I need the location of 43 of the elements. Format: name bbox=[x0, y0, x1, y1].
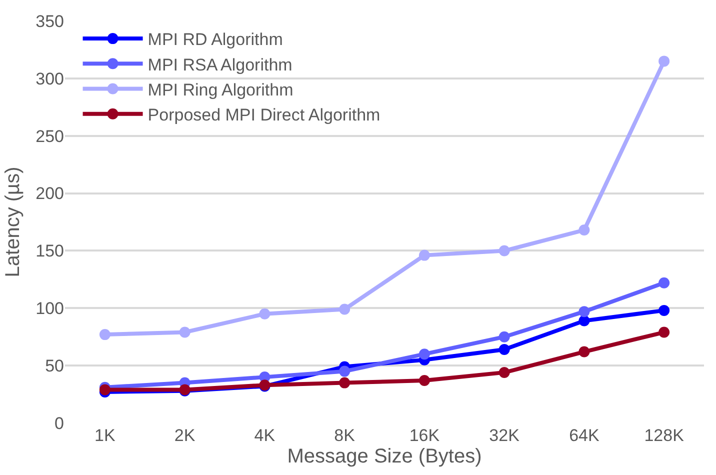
point bbox=[498, 331, 510, 342]
point bbox=[578, 346, 590, 358]
legend-label: MPI Ring Algorithm bbox=[148, 80, 294, 100]
y-tick-label: 200 bbox=[36, 184, 64, 204]
legend-label: MPI RSA Algorithm bbox=[148, 55, 292, 74]
y-tick-label: 350 bbox=[36, 12, 64, 31]
point bbox=[658, 304, 670, 316]
y-tick-label: 250 bbox=[36, 126, 64, 146]
point bbox=[498, 344, 510, 355]
x-axis-title: Message Size (Bytes) bbox=[287, 446, 482, 468]
x-tick-label: 8K bbox=[334, 426, 356, 445]
point bbox=[658, 277, 670, 288]
point bbox=[498, 245, 510, 256]
y-tick-label: 300 bbox=[36, 69, 64, 88]
point bbox=[99, 329, 110, 340]
point bbox=[418, 250, 430, 261]
point bbox=[418, 348, 430, 360]
x-tick-label: 64K bbox=[569, 426, 600, 445]
point bbox=[179, 326, 190, 338]
point bbox=[339, 304, 350, 315]
x-tick-label: 2K bbox=[174, 426, 196, 445]
point bbox=[259, 308, 270, 320]
y-tick-label: 150 bbox=[36, 242, 64, 261]
y-axis-title: Latency (µs) bbox=[2, 166, 24, 278]
y-tick-label: 50 bbox=[45, 356, 64, 376]
point bbox=[658, 56, 670, 67]
legend-label: Porposed MPI Direct Algorithm bbox=[148, 105, 380, 124]
point bbox=[658, 326, 670, 338]
x-tick-label: 16K bbox=[409, 426, 440, 445]
point bbox=[498, 366, 510, 378]
legend-label: MPI RD Algorithm bbox=[148, 30, 283, 50]
point bbox=[418, 375, 430, 386]
point bbox=[578, 224, 590, 236]
point bbox=[339, 377, 350, 388]
x-tick-label: 4K bbox=[254, 426, 276, 445]
point bbox=[578, 306, 590, 318]
y-tick-label: 0 bbox=[54, 414, 64, 433]
point bbox=[578, 315, 590, 326]
x-tick-label: 128K bbox=[644, 426, 685, 445]
y-tick-label: 100 bbox=[36, 299, 64, 318]
point bbox=[339, 366, 350, 377]
x-tick-label: 32K bbox=[489, 426, 520, 445]
x-tick-label: 1K bbox=[94, 426, 116, 445]
